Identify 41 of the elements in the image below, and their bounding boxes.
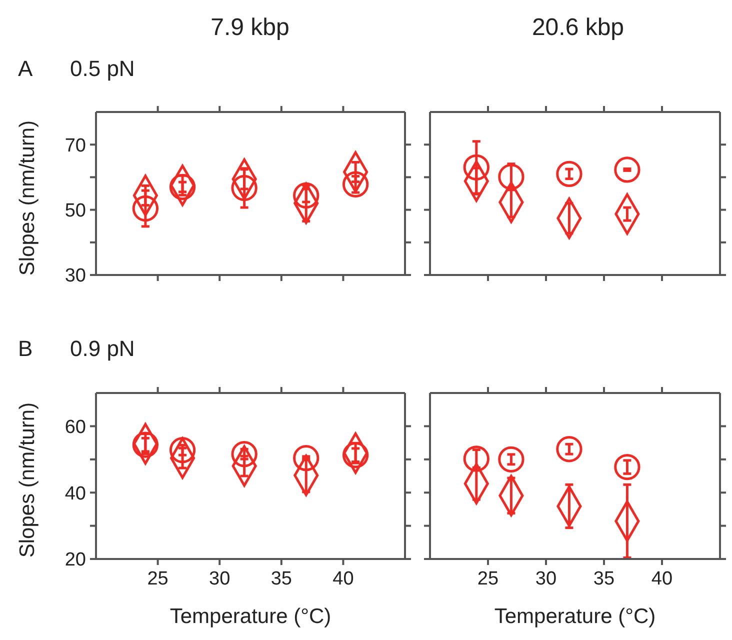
- x-tick-label: 40: [332, 568, 354, 590]
- y-axis-title: Slopes (nm/turn): [15, 120, 40, 276]
- point: [556, 436, 582, 462]
- point: [293, 445, 320, 472]
- y-tick-label: 30: [64, 266, 86, 287]
- chart-title: 7.9 kbp: [210, 14, 290, 42]
- point: [342, 442, 369, 468]
- text: B: [18, 336, 33, 362]
- text: 0.9 pN: [70, 336, 135, 362]
- y-tick-label: 60: [64, 416, 86, 438]
- y-tick-label: 40: [64, 483, 86, 504]
- point: [463, 446, 490, 472]
- point: [463, 154, 490, 180]
- point: [614, 156, 640, 183]
- point: [169, 174, 196, 200]
- point: [293, 182, 320, 209]
- point: [169, 437, 196, 464]
- point: [231, 441, 258, 468]
- x-tick-label: 35: [593, 568, 615, 590]
- y-axis-title: Slopes (nm/turn): [15, 402, 40, 558]
- chart-title: 20.6 kbp: [530, 14, 626, 42]
- text: A: [18, 56, 33, 82]
- x-tick-label: 30: [209, 568, 230, 590]
- x-axis-title: Temperature (°C): [170, 605, 332, 628]
- point: [132, 432, 159, 458]
- x-tick-label: 25: [147, 568, 168, 590]
- x-tick-label: 30: [535, 568, 557, 590]
- point: [342, 171, 369, 198]
- x-axis-title: Temperature (°C): [494, 605, 656, 628]
- text: 0.5 pN: [70, 56, 135, 82]
- point: [556, 160, 582, 187]
- point: [614, 454, 640, 480]
- y-tick-label: 20: [64, 550, 86, 571]
- x-tick-label: 40: [651, 568, 673, 590]
- point: [132, 195, 159, 222]
- x-tick-label: 35: [270, 568, 292, 590]
- point: [231, 174, 258, 202]
- x-tick-label: 25: [477, 568, 499, 590]
- point: [498, 446, 524, 472]
- y-tick-label: 70: [64, 135, 86, 156]
- y-tick-label: 50: [64, 200, 86, 222]
